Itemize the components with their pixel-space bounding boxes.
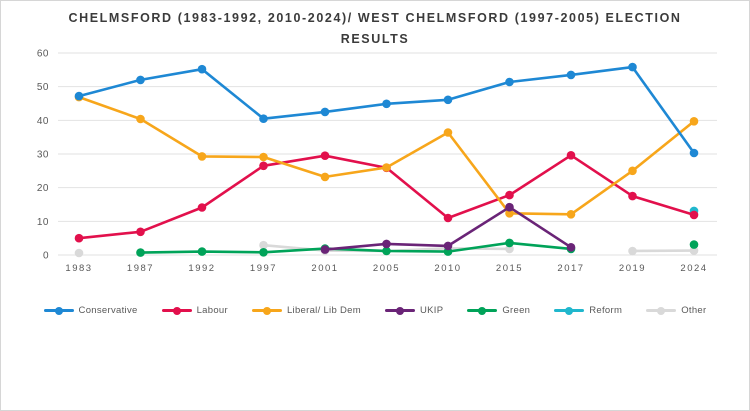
data-point-conservative-1983: [74, 91, 84, 101]
data-point-green-2024: [689, 240, 699, 249]
y-axis-tick-20: 20: [37, 183, 49, 194]
data-point-conservative-1997: [259, 114, 268, 123]
data-point-labour-2024: [689, 210, 699, 220]
data-point-labour-2001: [320, 151, 330, 160]
legend-item-conservative: Conservative: [43, 305, 138, 316]
data-point-liberal-lib-dem-1987: [136, 114, 145, 124]
y-axis-tick-30: 30: [37, 150, 49, 161]
data-point-green-1987: [136, 248, 145, 257]
legend-marker-liberal-lib-dem: [251, 306, 282, 315]
data-point-labour-2017: [566, 151, 576, 160]
data-point-other-2015: [505, 244, 514, 254]
legend-label-other: Other: [681, 305, 707, 316]
data-point-labour-1997: [259, 161, 268, 171]
x-axis-tick-1992: 1992: [188, 263, 215, 274]
data-point-conservative-1987: [136, 75, 145, 85]
data-point-labour-2019: [628, 191, 637, 201]
data-point-ukip-2010: [443, 241, 453, 251]
x-axis-tick-2019: 2019: [619, 263, 646, 274]
y-axis-tick-40: 40: [37, 116, 49, 127]
x-axis-tick-2001: 2001: [311, 263, 338, 274]
data-point-other-1997: [259, 240, 268, 250]
data-point-other-2024: [689, 246, 699, 255]
series-line-conservative: [77, 65, 696, 155]
legend-item-liberal-lib-dem: Liberal/ Lib Dem: [251, 305, 361, 316]
chart-legend: Conservative Labour Liberal/ Lib Dem UKIP Gr…: [1, 305, 749, 316]
data-point-conservative-2005: [382, 99, 391, 109]
data-point-green-1997: [259, 248, 268, 257]
legend-item-labour: Labour: [161, 305, 228, 316]
data-point-conservative-2019: [628, 62, 637, 72]
data-point-other-1983: [74, 248, 84, 258]
data-point-liberal-lib-dem-2010: [443, 128, 453, 137]
legend-marker-ukip: [384, 306, 415, 315]
y-axis-tick-10: 10: [37, 217, 49, 228]
data-point-liberal-lib-dem-2019: [628, 166, 637, 176]
data-point-labour-1992: [197, 203, 207, 212]
y-axis-tick-60: 60: [37, 49, 49, 60]
data-point-labour-1983: [74, 233, 84, 243]
data-point-liberal-lib-dem-2001: [320, 172, 330, 182]
x-axis-tick-1997: 1997: [250, 263, 277, 274]
data-point-labour-2010: [443, 213, 453, 223]
y-axis-tick-0: 0: [43, 251, 49, 262]
legend-item-reform: Reform: [554, 305, 622, 316]
data-point-conservative-2001: [320, 107, 330, 117]
data-point-labour-1987: [136, 227, 145, 237]
data-point-liberal-lib-dem-1997: [259, 152, 268, 162]
legend-label-labour: Labour: [196, 305, 228, 316]
legend-item-ukip: UKIP: [384, 305, 444, 316]
legend-label-reform: Reform: [589, 305, 623, 316]
data-point-labour-2015: [505, 190, 514, 200]
data-point-conservative-2010: [443, 95, 453, 105]
legend-label-ukip: UKIP: [419, 305, 444, 316]
data-point-liberal-lib-dem-2017: [566, 210, 576, 219]
data-point-conservative-2015: [505, 77, 514, 87]
chart-title: CHELMSFORD (1983-1992, 2010-2024)/ WEST …: [68, 11, 682, 46]
x-axis-tick-2005: 2005: [373, 263, 400, 274]
x-axis-tick-2010: 2010: [434, 263, 461, 274]
data-point-ukip-2001: [320, 245, 330, 254]
legend-marker-labour: [161, 306, 192, 315]
legend-marker-green: [467, 306, 498, 315]
legend-item-green: Green: [467, 305, 530, 316]
data-point-conservative-2017: [566, 70, 576, 80]
data-point-other-2019: [628, 246, 637, 256]
data-point-green-2015: [505, 238, 514, 248]
data-point-liberal-lib-dem-2005: [382, 163, 391, 172]
legend-label-conservative: Conservative: [78, 305, 138, 316]
data-point-green-2005: [382, 246, 391, 256]
y-axis-tick-50: 50: [37, 82, 49, 93]
x-axis-tick-2015: 2015: [496, 263, 523, 274]
series-line-green: [139, 241, 573, 254]
data-point-liberal-lib-dem-2015: [505, 209, 514, 218]
x-axis-tick-2024: 2024: [680, 263, 707, 274]
x-axis-tick-1983: 1983: [65, 263, 92, 274]
data-point-liberal-lib-dem-1992: [197, 152, 207, 161]
x-axis-tick-1987: 1987: [127, 263, 154, 274]
data-point-conservative-1992: [197, 64, 207, 74]
data-point-conservative-2024: [689, 148, 699, 158]
data-point-green-1992: [197, 247, 207, 256]
data-point-liberal-lib-dem-2024: [689, 117, 699, 126]
legend-marker-reform: [554, 306, 585, 315]
line-chart-plot-area: 0 10 20 30 40 50 60 1983 1987 1992 1997 2001 2005 201…: [37, 49, 717, 274]
legend-marker-conservative: [43, 306, 74, 315]
data-point-ukip-2005: [382, 239, 391, 249]
legend-label-green: Green: [502, 305, 531, 316]
legend-item-other: Other: [646, 305, 706, 316]
legend-label-liberal-lib-dem: Liberal/ Lib Dem: [286, 305, 361, 316]
legend-marker-other: [646, 306, 677, 315]
x-axis-tick-2017: 2017: [557, 263, 584, 274]
data-point-ukip-2015: [505, 202, 514, 212]
series-line-liberal-lib-dem: [77, 95, 696, 216]
data-point-ukip-2017: [566, 243, 576, 252]
